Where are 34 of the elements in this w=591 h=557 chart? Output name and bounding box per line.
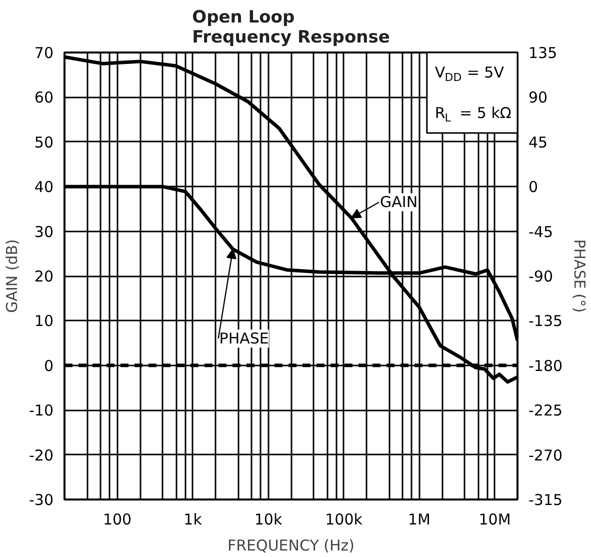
y2-tick-label: -315 — [528, 491, 563, 509]
y2-tick-label: -225 — [528, 402, 563, 420]
y-tick-label: 20 — [34, 268, 54, 286]
y2-axis-title: PHASE (°) — [570, 239, 589, 313]
y2-tick-label: -270 — [528, 446, 563, 464]
y-tick-label: 10 — [34, 312, 54, 330]
y2-tick-label: 135 — [528, 44, 558, 62]
chart-title: Open Loop Frequency Response — [192, 8, 390, 48]
y2-tick-label: 0 — [528, 178, 538, 196]
y2-tick-label: 90 — [528, 88, 548, 107]
annotation: PHASE — [219, 330, 269, 348]
x-tick-label: 1k — [184, 510, 202, 528]
y-tick-label: -20 — [29, 446, 54, 464]
y2-tick-label: 45 — [528, 133, 548, 152]
y2-tick-label: -45 — [528, 222, 553, 241]
y-tick-label: -10 — [29, 402, 54, 420]
x-tick-label: 10M — [478, 510, 511, 528]
y-tick-label: 30 — [34, 222, 54, 241]
y2-tick-label: -90 — [528, 268, 553, 286]
x-axis-title: FREQUENCY (Hz) — [227, 536, 355, 554]
y-tick-label: 50 — [34, 133, 54, 152]
y-tick-label: 70 — [34, 44, 54, 62]
x-tick-label: 1M — [408, 510, 431, 528]
y-tick-label: 60 — [34, 88, 54, 107]
x-tick-label: 10k — [254, 510, 282, 528]
y-tick-label: -30 — [29, 491, 54, 509]
annotation: GAIN — [380, 193, 418, 212]
y-axis-title: GAIN (dB) — [3, 239, 21, 313]
x-tick-label: 100k — [325, 510, 363, 528]
y2-tick-label: -135 — [528, 312, 563, 330]
x-tick-label: 100 — [102, 510, 132, 528]
y-tick-label: 40 — [34, 178, 54, 196]
y-tick-label: 0 — [44, 356, 54, 375]
y2-tick-label: -180 — [528, 356, 563, 375]
